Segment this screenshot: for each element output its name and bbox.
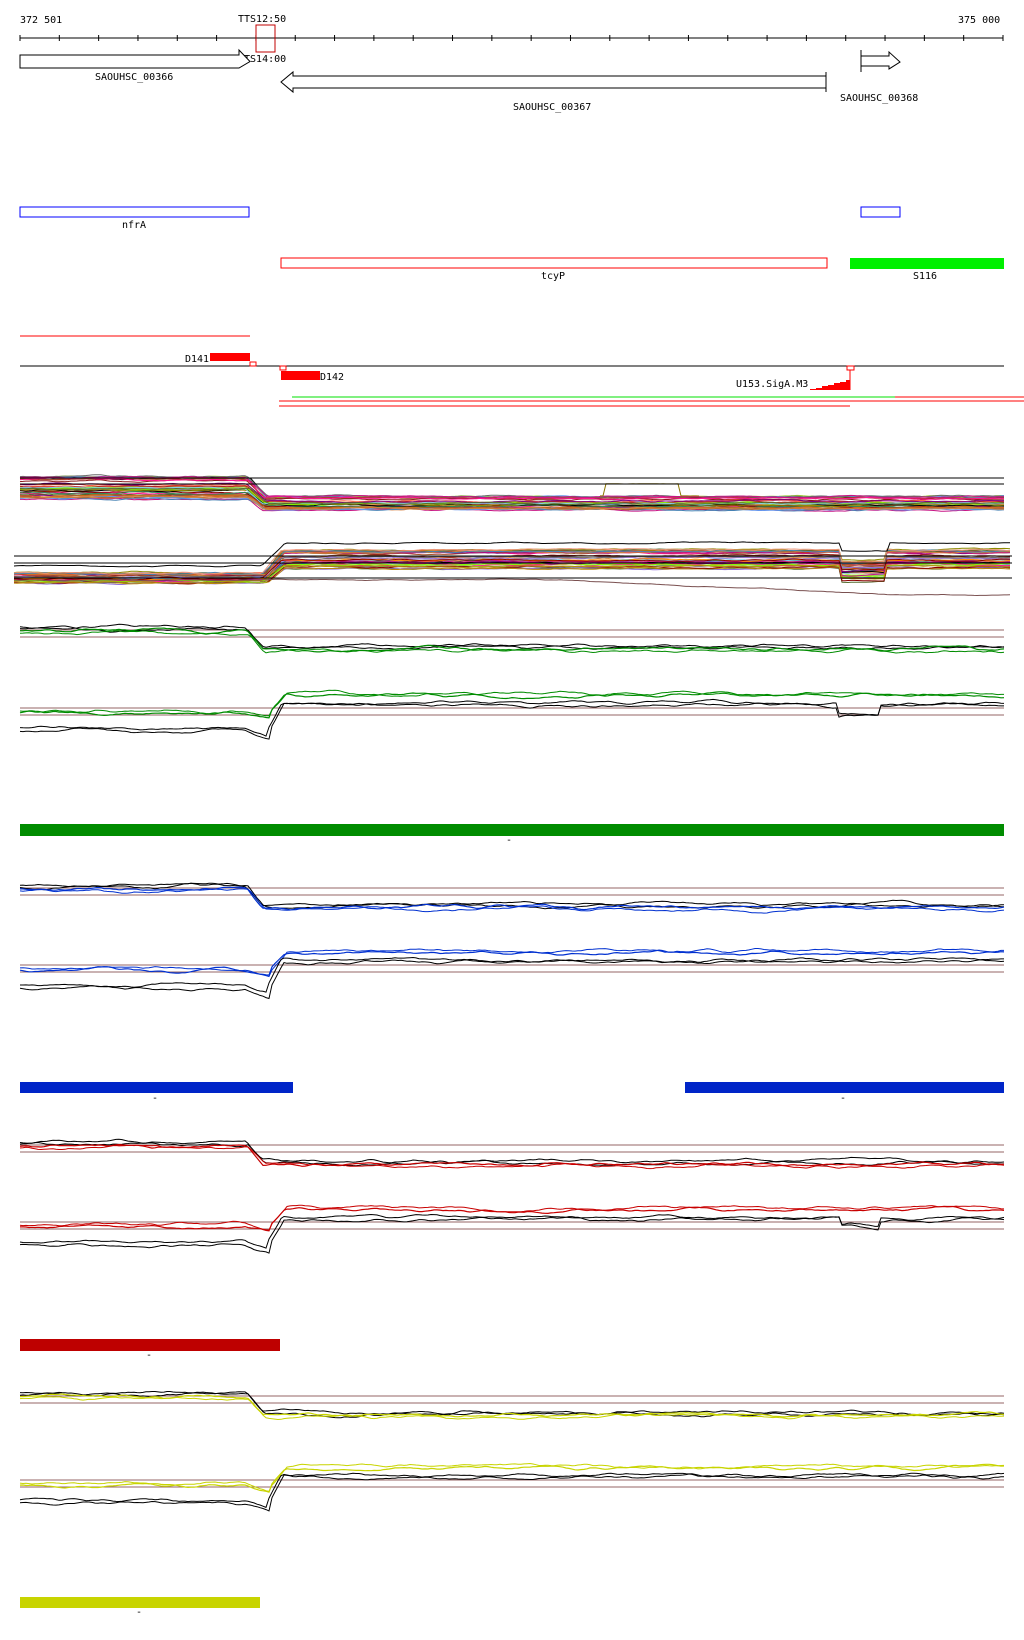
tcyp-label: tcyP	[541, 271, 565, 282]
forward-strand-trace	[19, 630, 1005, 654]
u153-marker	[846, 365, 855, 371]
tts-label-bottom: TTS14:00	[238, 54, 286, 65]
u153-label: U153.SigA.M3	[736, 379, 808, 390]
tts-label-top: TTS12:50	[238, 14, 286, 25]
forward-strand-trace	[19, 1141, 1005, 1167]
blue-feature-box[interactable]	[860, 206, 901, 218]
reverse-strand-trace	[19, 1462, 1005, 1492]
condition-bar-green[interactable]	[20, 824, 1004, 836]
reverse-strand-trace	[19, 691, 1005, 719]
reverse-strand-trace	[19, 1472, 1005, 1509]
reverse-strand-trace	[19, 1204, 1005, 1231]
gene-label-saouhsc-00368: SAOUHSC_00368	[840, 93, 918, 104]
condition-bar-blue-left[interactable]	[20, 1082, 293, 1093]
multi-condition-trace-upper	[600, 483, 700, 497]
condition-bar-red-strand: -	[146, 1350, 152, 1361]
d141-marker	[249, 361, 257, 367]
forward-strand-trace	[19, 1138, 1005, 1165]
multi-condition-trace-upper	[20, 497, 1005, 512]
multi-condition-trace-upper	[19, 476, 1005, 499]
selection-box[interactable]	[255, 24, 276, 53]
multi-condition-trace-lower	[13, 548, 1011, 575]
d142-marker	[279, 365, 287, 371]
u153-score-staircase[interactable]	[810, 380, 850, 390]
ruler-start-label: 372 501	[20, 15, 62, 26]
forward-strand-trace	[20, 886, 1005, 911]
forward-strand-trace	[19, 1391, 1005, 1417]
gene-arrow-saouhsc-00367[interactable]	[280, 70, 827, 94]
forward-strand-trace	[19, 1144, 1005, 1170]
d142-feature-bar[interactable]	[281, 371, 320, 380]
reverse-strand-trace	[19, 958, 1004, 1000]
reverse-strand-trace	[20, 1205, 1005, 1232]
forward-strand-trace	[19, 1396, 1005, 1421]
reverse-strand-trace	[19, 689, 1004, 717]
condition-bar-blue-right-strand: -	[840, 1093, 846, 1104]
nfra-feature-box[interactable]	[19, 206, 250, 218]
coordinate-ruler	[19, 35, 1004, 41]
condition-bar-blue-left-strand: -	[152, 1093, 158, 1104]
forward-strand-trace	[19, 1393, 1005, 1418]
d141-feature-bar[interactable]	[210, 353, 250, 361]
ruler-end-label: 375 000	[958, 15, 1000, 26]
condition-bar-yellow-strand: -	[136, 1607, 142, 1618]
forward-strand-trace	[19, 882, 1004, 910]
expression-traces	[13, 474, 1012, 1512]
reverse-strand-trace	[20, 956, 1005, 993]
tcyp-feature-box[interactable]	[280, 257, 828, 269]
reverse-strand-trace	[19, 948, 1004, 978]
reverse-strand-trace	[19, 702, 1004, 740]
multi-condition-trace-lower	[13, 556, 1010, 580]
gene-arrow-saouhsc-00368[interactable]	[860, 50, 901, 72]
condition-bar-red[interactable]	[20, 1339, 280, 1351]
s116-feature-bar[interactable]	[850, 258, 1004, 269]
condition-bar-blue-right[interactable]	[685, 1082, 1004, 1093]
reverse-strand-trace	[19, 698, 1005, 737]
reverse-strand-trace	[19, 1216, 1005, 1254]
s116-label: S116	[913, 271, 937, 282]
gene-arrow-saouhsc-00366[interactable]	[19, 48, 251, 69]
forward-strand-trace	[19, 888, 1005, 914]
multi-condition-trace-lower	[13, 541, 1011, 568]
d141-label: D141	[185, 354, 209, 365]
multi-condition-trace-upper	[19, 487, 1004, 506]
multi-condition-trace-upper	[19, 487, 1005, 507]
forward-strand-trace	[19, 623, 1005, 649]
reverse-strand-trace	[19, 1463, 1005, 1493]
multi-condition-trace-lower	[13, 549, 1011, 576]
gene-label-saouhsc-00367: SAOUHSC_00367	[513, 102, 591, 113]
nfra-label: nfrA	[122, 220, 146, 231]
reverse-strand-trace	[19, 1473, 1005, 1512]
gene-label-saouhsc-00366: SAOUHSC_00366	[95, 72, 173, 83]
reverse-strand-trace	[19, 949, 1005, 976]
d142-label: D142	[320, 372, 344, 383]
multi-condition-trace-lower	[13, 578, 1011, 597]
condition-bar-green-strand: -	[506, 835, 512, 846]
multi-condition-trace-upper	[19, 495, 1005, 511]
condition-bar-yellow[interactable]	[20, 1597, 260, 1608]
multi-condition-trace-lower	[13, 564, 1011, 585]
multi-condition-trace-upper	[19, 477, 1005, 500]
forward-strand-trace	[19, 625, 1005, 650]
